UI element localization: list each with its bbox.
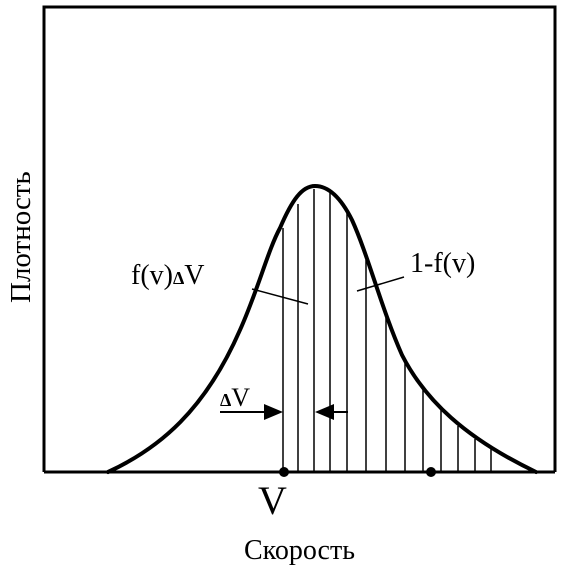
tail-point-marker: [426, 467, 436, 477]
y-axis-label: Плотность: [5, 171, 37, 303]
v-marker-label: V: [258, 478, 287, 523]
delta-v-right-arrow: [315, 404, 348, 420]
delta-v-label: ΔV: [220, 383, 250, 412]
delta-v-symbol: Δ: [220, 390, 231, 410]
delta-v-strip-hatching: [282, 189, 315, 472]
strip-label-leader: [251, 288, 309, 305]
delta-v-text: V: [231, 383, 250, 412]
tail-label: 1-f(v): [410, 248, 475, 279]
x-axis-label: Скорость: [244, 535, 355, 566]
delta-v-left-arrow: [220, 404, 283, 420]
tail-label-leader: [356, 276, 405, 292]
tail-area-hatching: [329, 193, 492, 472]
plot-frame: [42, 5, 557, 472]
v-point-marker: [279, 467, 289, 477]
distribution-curve: [106, 184, 538, 474]
strip-label: f(v)ΔV: [131, 260, 205, 291]
